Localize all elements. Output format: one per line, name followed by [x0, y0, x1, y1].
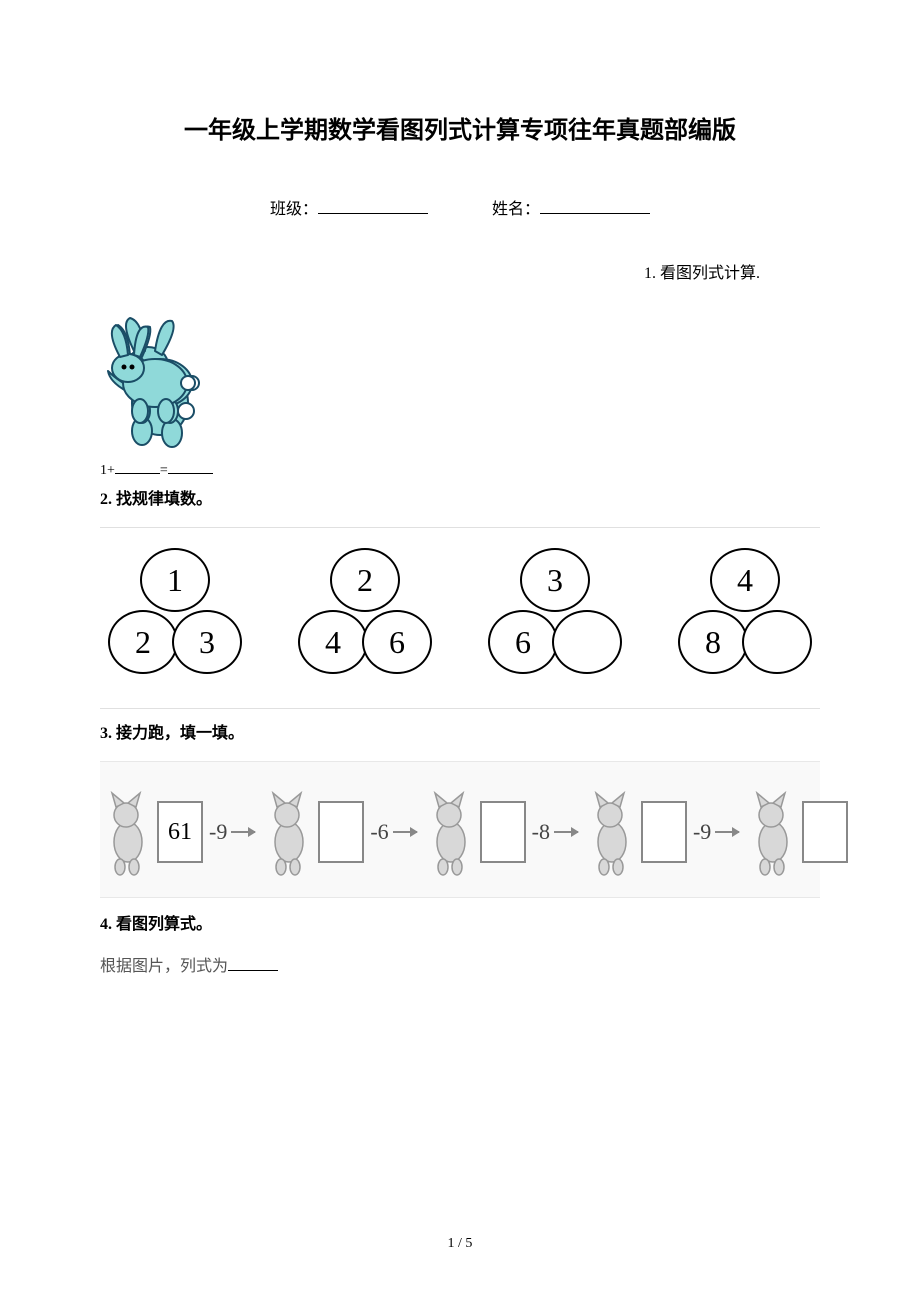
relay-op-3: -8 — [532, 819, 550, 845]
arrow-icon — [393, 831, 417, 833]
circle-bl: 6 — [488, 610, 558, 674]
circle-bl: 8 — [678, 610, 748, 674]
rabbits-image — [100, 313, 410, 458]
relay-blank — [480, 801, 526, 863]
circle-group-2: 2 4 6 — [290, 548, 440, 688]
circle-br: 6 — [362, 610, 432, 674]
circle-bl: 2 — [108, 610, 178, 674]
fox-icon — [100, 787, 155, 877]
relay-blank — [641, 801, 687, 863]
circle-group-4: 4 8 — [670, 548, 820, 688]
circle-br — [742, 610, 812, 674]
page-number: 1 / 5 — [0, 1236, 920, 1252]
relay-start: 61 — [157, 801, 203, 863]
rabbit-3 — [100, 313, 210, 433]
fox-icon — [745, 787, 800, 877]
circle-br — [552, 610, 622, 674]
eq-blank-1 — [115, 460, 160, 474]
info-line: 班级： 姓名： — [100, 195, 820, 219]
circle-top: 3 — [520, 548, 590, 612]
q4-heading: 4. 看图列算式。 — [100, 910, 820, 934]
q2-heading: 2. 找规律填数。 — [100, 485, 820, 509]
relay-op-1: -9 — [209, 819, 227, 845]
relay-blank — [318, 801, 364, 863]
circle-top: 4 — [710, 548, 780, 612]
eq-blank-2 — [168, 460, 213, 474]
relay-row: 61 -9 -6 -8 -9 — [100, 761, 820, 898]
class-blank — [318, 198, 428, 214]
eq-prefix: 1+ — [100, 463, 115, 478]
circles-row: 1 2 3 2 4 6 3 6 4 8 — [100, 527, 820, 709]
name-blank — [540, 198, 650, 214]
circle-group-3: 3 6 — [480, 548, 630, 688]
q4-blank — [228, 970, 278, 971]
relay-op-2: -6 — [370, 819, 388, 845]
q1-equation: 1+ = — [100, 460, 820, 479]
relay-blank — [802, 801, 848, 863]
circle-group-1: 1 2 3 — [100, 548, 250, 688]
q1-label: 1. 看图列式计算. — [100, 259, 820, 283]
page-title: 一年级上学期数学看图列式计算专项往年真题部编版 — [100, 110, 820, 145]
relay-op-4: -9 — [693, 819, 711, 845]
fox-icon — [423, 787, 478, 877]
circle-top: 2 — [330, 548, 400, 612]
q4-sub-text: 根据图片，列式为 — [100, 958, 228, 975]
fox-icon — [584, 787, 639, 877]
arrow-icon — [554, 831, 578, 833]
circle-top: 1 — [140, 548, 210, 612]
fox-icon — [261, 787, 316, 877]
q3-heading: 3. 接力跑，填一填。 — [100, 719, 820, 743]
arrow-icon — [231, 831, 255, 833]
class-label: 班级： — [270, 201, 318, 218]
circle-br: 3 — [172, 610, 242, 674]
eq-mid: = — [160, 463, 168, 478]
arrow-icon — [715, 831, 739, 833]
circle-bl: 4 — [298, 610, 368, 674]
q4-sub: 根据图片，列式为 — [100, 952, 820, 976]
name-label: 姓名： — [492, 201, 540, 218]
